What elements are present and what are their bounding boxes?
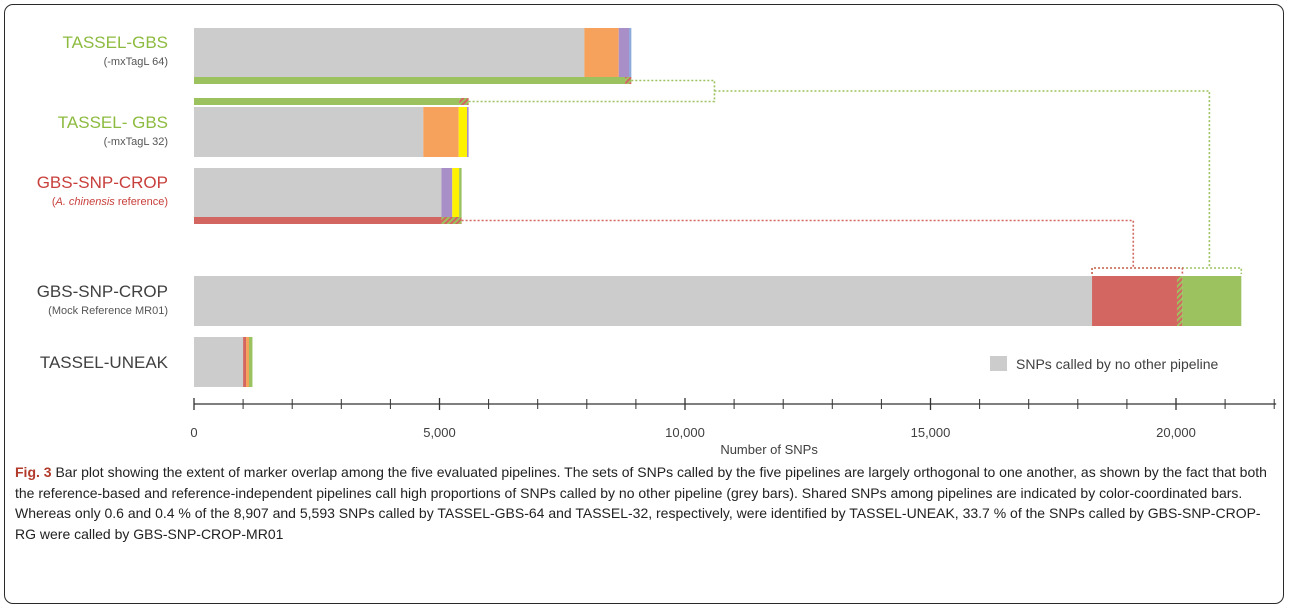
pipeline-labels: TASSEL-GBS (-mxTagL 64) TASSEL- GBS (-mxTag… — [37, 33, 169, 372]
bar-segment-grey — [194, 28, 585, 78]
bar-row-thin-above — [194, 98, 469, 105]
pipeline-name: TASSEL- GBS — [58, 113, 168, 132]
legend-label: SNPs called by no other pipeline — [1016, 356, 1219, 372]
connector-line — [714, 90, 1211, 268]
bar-segment-red — [194, 217, 442, 224]
pipeline-name: TASSEL-GBS — [63, 33, 169, 52]
x-tick-label: 5,000 — [423, 425, 456, 440]
bar-row-main — [194, 337, 253, 387]
bar-segment-yellow — [458, 107, 467, 157]
bar-row-thin-below — [194, 77, 632, 84]
bar-row-main — [194, 276, 1242, 326]
pipeline-subtitle: (A. chinensis reference) — [52, 196, 168, 208]
x-tick-label: 0 — [190, 425, 197, 440]
bar-segment-orange — [423, 107, 459, 157]
bar-segment-hatch — [441, 217, 462, 224]
bar-segment-green — [248, 337, 253, 387]
figure-caption: Fig. 3 Bar plot showing the extent of ma… — [15, 462, 1277, 544]
bar-segment-green — [1182, 276, 1242, 326]
bar-segment-grey — [194, 276, 1093, 326]
bar-segment-green — [194, 77, 626, 84]
legend: SNPs called by no other pipeline — [990, 356, 1219, 372]
bar-segment-orange — [246, 337, 249, 387]
pipeline-subtitle: (Mock Reference MR01) — [48, 305, 168, 317]
bar-segment-hatch — [1176, 276, 1183, 326]
bar-row-main — [194, 107, 469, 157]
bar-segment-grey — [194, 107, 424, 157]
bar-row-thin-below — [194, 217, 462, 224]
bar-segment-red — [1092, 276, 1177, 326]
caption-text: Bar plot showing the extent of marker ov… — [15, 464, 1267, 542]
bar-segment-grey — [194, 168, 442, 218]
figure-label: Fig. 3 — [15, 464, 52, 480]
bar-segment-blue — [629, 28, 632, 78]
pipeline-name: GBS-SNP-CROP — [37, 173, 168, 192]
connector-bracket — [1091, 267, 1184, 274]
x-axis-title: Number of SNPs — [720, 442, 818, 457]
bar-segment-purple — [618, 28, 630, 78]
figure-frame — [4, 4, 1284, 604]
x-axis: 0 5,000 10,000 15,000 20,000 Number of SNPs — [190, 398, 1277, 457]
bar-segment-purple — [466, 107, 469, 157]
bar-row-main — [194, 28, 632, 78]
bar-segment-hatch — [459, 98, 469, 105]
connector-bracket — [1091, 267, 1243, 274]
snp-overlap-chart: TASSEL-GBS (-mxTagL 64) TASSEL- GBS (-mxTag… — [37, 28, 1277, 457]
legend-swatch — [990, 356, 1007, 371]
bar-segment-red — [243, 337, 247, 387]
pipeline-subtitle: (-mxTagL 64) — [104, 56, 168, 68]
pipeline-name: TASSEL-UNEAK — [40, 353, 169, 372]
bar-segment-green — [194, 98, 460, 105]
x-tick-label: 15,000 — [911, 425, 951, 440]
bar-segment-green — [459, 168, 462, 218]
connector-line — [461, 219, 1135, 268]
pipeline-subtitle: (-mxTagL 32) — [104, 136, 168, 148]
bar-segment-hatch — [625, 77, 632, 84]
bar-segment-purple — [441, 168, 453, 218]
bar-segment-grey — [194, 337, 244, 387]
bar-segment-yellow — [452, 168, 460, 218]
bar-segment-orange — [584, 28, 619, 78]
bars — [194, 28, 1242, 387]
pipeline-name: GBS-SNP-CROP — [37, 282, 168, 301]
x-tick-label: 10,000 — [665, 425, 705, 440]
bar-row-main — [194, 168, 462, 218]
overlap-connectors — [461, 79, 1243, 274]
x-tick-label: 20,000 — [1156, 425, 1196, 440]
